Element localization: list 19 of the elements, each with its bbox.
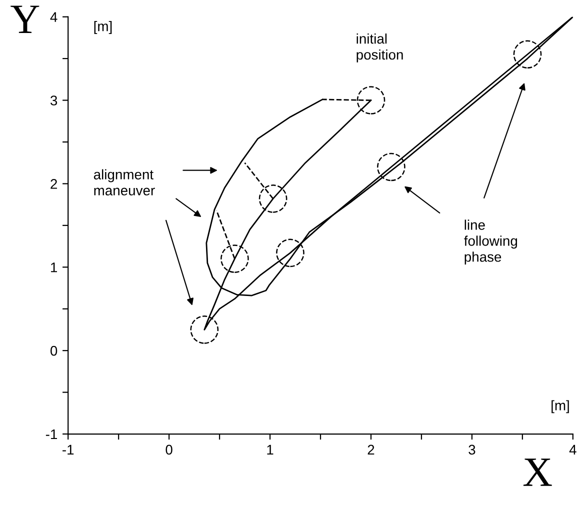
annotation: [m] bbox=[552, 400, 569, 414]
y-tick-label: 0 bbox=[50, 346, 58, 356]
x-tick-label: 2 bbox=[368, 444, 374, 454]
y-tick-label: 3 bbox=[50, 96, 58, 106]
x-tick-label: 4 bbox=[569, 444, 576, 454]
y-tick-label: 1 bbox=[51, 262, 57, 272]
x-tick-label: 3 bbox=[468, 444, 476, 455]
annotation: alignment maneuver bbox=[94, 169, 155, 196]
x-tick-label: -1 bbox=[62, 444, 74, 454]
y-tick-label: 2 bbox=[50, 179, 57, 189]
annotation: [m] bbox=[94, 21, 112, 34]
x-axis-title: X bbox=[523, 458, 552, 486]
y-axis-title: Y bbox=[10, 6, 40, 33]
annotation: initial position bbox=[356, 34, 403, 62]
x-tick-label: 1 bbox=[267, 444, 274, 454]
annotation: line following phase bbox=[464, 220, 518, 265]
x-tick-label: 0 bbox=[166, 444, 172, 455]
y-tick-label: 4 bbox=[50, 12, 58, 22]
y-tick-label: -1 bbox=[46, 429, 57, 440]
